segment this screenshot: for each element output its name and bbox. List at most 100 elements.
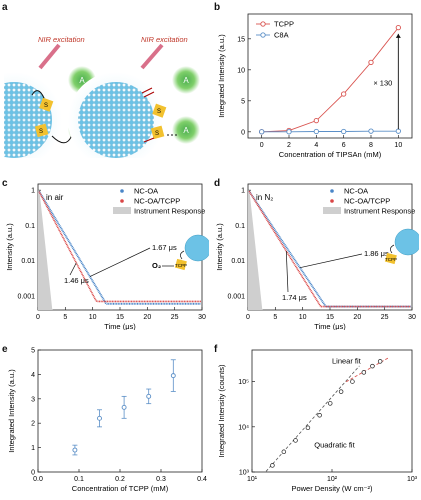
y-tick-label: 10 bbox=[237, 67, 245, 74]
legend-label: TCPP bbox=[274, 20, 294, 29]
legend-swatch bbox=[113, 207, 131, 214]
sensitizer-icon bbox=[39, 97, 54, 112]
data-point bbox=[146, 393, 152, 399]
y-tick-label: 0.01 bbox=[21, 258, 35, 265]
y-tick-label: 0 bbox=[31, 470, 35, 477]
chart-panel-c: 0 5 10 15 20 25 30 1 0.1 0.01 0.001 Time (μs) Intens… bbox=[5, 183, 209, 330]
tcpp-icon-label: TCPP bbox=[385, 257, 397, 262]
x-tick-label: 0.0 bbox=[33, 476, 43, 483]
legend-label: NC-OA/TCPP bbox=[134, 197, 180, 206]
x-tick-label: 10³ bbox=[407, 476, 418, 483]
x-tick-label: 20 bbox=[353, 314, 361, 321]
energy-transfer-arrow bbox=[31, 90, 45, 99]
x-axis-label: Time (μs) bbox=[104, 322, 136, 330]
lifetime-annotation-1: 1.67 μs bbox=[152, 243, 177, 252]
legend-marker bbox=[330, 199, 334, 203]
acceptor-icon bbox=[172, 116, 200, 144]
laser-beam-right bbox=[140, 43, 164, 70]
data-point bbox=[170, 373, 176, 379]
series-line-c8a bbox=[261, 130, 399, 133]
chart-panel-d: 0 5 10 15 20 25 30 1 0.1 0.01 0.001 Time (μs) Intens… bbox=[215, 183, 419, 330]
lifetime-annotation-2: 1.74 μs bbox=[282, 293, 307, 302]
condition-label: in N₂ bbox=[256, 193, 273, 202]
y-tick-label: 1 bbox=[31, 445, 35, 452]
x-tick-label: 8 bbox=[369, 142, 373, 149]
laser-beam-left bbox=[38, 43, 61, 70]
panel-label-c: c bbox=[2, 178, 8, 189]
blocked-transfer-mark bbox=[143, 137, 155, 143]
y-tick-label: 10⁴ bbox=[238, 424, 249, 431]
data-point-c8a bbox=[341, 128, 347, 135]
x-tick-label: 0 bbox=[36, 314, 40, 321]
energy-transfer-arrow bbox=[51, 134, 73, 144]
x-tick-label: 15 bbox=[116, 314, 124, 321]
data-point bbox=[338, 389, 344, 394]
y-tick-label: 0.001 bbox=[17, 293, 35, 300]
series-line-tcpp bbox=[261, 27, 399, 133]
y-tick-label: 5 bbox=[241, 98, 245, 105]
y-axis-label: Intensity (a.u.) bbox=[215, 223, 224, 271]
nanocrystal-icon bbox=[394, 228, 419, 256]
x-axis-label: Concentration of TIPSAn (mM) bbox=[279, 150, 382, 159]
plot-frame bbox=[251, 349, 413, 473]
nir-caption-left: NIR excitation bbox=[38, 35, 85, 44]
fold-arrow-head bbox=[395, 33, 401, 38]
fold-annotation: × 130 bbox=[373, 78, 392, 87]
acceptor-letter: A bbox=[183, 126, 189, 135]
nanocrystal-icon bbox=[184, 234, 209, 262]
annotation-arrow bbox=[69, 262, 77, 276]
annotation-arrow bbox=[285, 251, 289, 293]
data-point-c8a bbox=[313, 128, 319, 135]
plot-frame bbox=[247, 13, 413, 139]
panel-label-f: f bbox=[214, 344, 218, 355]
data-point bbox=[97, 415, 102, 421]
legend-marker bbox=[120, 199, 124, 203]
chart-panel-b: 0 2 4 6 8 10 0 5 10 15 Concentration of TIPSAn (mM… bbox=[217, 13, 413, 159]
decay-series-nc-oa-tcpp bbox=[38, 191, 201, 303]
sensitizer-icon bbox=[34, 123, 49, 138]
x-tick-label: 25 bbox=[381, 314, 389, 321]
instrument-response-area bbox=[38, 190, 57, 310]
lifetime-annotation-1: 1.86 μs bbox=[364, 249, 389, 258]
data-point bbox=[281, 449, 287, 455]
sensitizer-letter: S bbox=[39, 129, 43, 135]
x-tick-label: 4 bbox=[314, 142, 318, 149]
x-tick-label: 5 bbox=[63, 314, 67, 321]
blocked-transfer-mark bbox=[143, 91, 155, 98]
chart-panel-e: 0.0 0.1 0.2 0.3 0.4 0 1 2 3 4 5 Concentration of TC… bbox=[7, 348, 207, 494]
acceptor-icon bbox=[172, 66, 200, 94]
annotation-arrow bbox=[299, 253, 363, 269]
x-axis-label: Power Density (W cm⁻²) bbox=[291, 484, 373, 493]
transfer-arrow bbox=[390, 244, 395, 254]
data-point-tcpp bbox=[313, 117, 319, 124]
y-tick-label: 0.001 bbox=[227, 293, 245, 300]
data-point bbox=[293, 438, 298, 443]
data-point-tcpp bbox=[341, 91, 347, 97]
legend-label: NC-OA bbox=[344, 187, 368, 196]
data-point bbox=[350, 379, 355, 384]
y-tick-label: 1 bbox=[31, 188, 35, 195]
panel-label-b: b bbox=[214, 2, 221, 13]
x-tick-label: 0 bbox=[260, 142, 264, 149]
y-tick-label: 0 bbox=[241, 129, 245, 136]
nanocrystal-right bbox=[78, 82, 154, 158]
x-tick-label: 30 bbox=[408, 314, 416, 321]
panel-label-a: a bbox=[2, 2, 8, 13]
x-tick-label: 0.3 bbox=[156, 476, 166, 483]
legend-marker bbox=[260, 21, 266, 27]
data-point bbox=[270, 463, 275, 468]
y-tick-label: 0.01 bbox=[231, 258, 245, 265]
y-axis-label: Integrated Intensity (counts) bbox=[217, 364, 226, 457]
data-point bbox=[370, 363, 375, 369]
sensitizer-letter: S bbox=[155, 131, 159, 137]
tcpp-icon bbox=[384, 252, 397, 265]
tcpp-icon-label: TCPP bbox=[175, 263, 187, 268]
right-scene: NIR excitation A A S S bbox=[68, 35, 200, 158]
legend-label: Instrument Response bbox=[344, 207, 415, 216]
sensitizer-icon bbox=[152, 103, 167, 118]
data-point-c8a bbox=[259, 129, 265, 135]
panel-label-d: d bbox=[214, 178, 221, 189]
data-point bbox=[72, 447, 78, 453]
x-axis-label: Time (μs) bbox=[314, 322, 346, 330]
plot-frame bbox=[37, 349, 203, 473]
